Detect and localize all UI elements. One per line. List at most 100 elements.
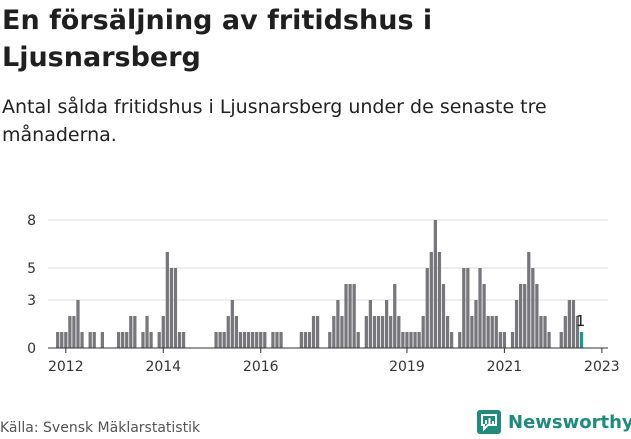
bar xyxy=(575,316,580,348)
bar xyxy=(145,316,149,348)
bar xyxy=(571,300,576,348)
x-tick-label: 2021 xyxy=(487,359,523,375)
bar xyxy=(535,284,539,348)
bar xyxy=(364,316,368,348)
bar xyxy=(279,332,283,348)
bar xyxy=(417,332,421,348)
bar xyxy=(397,316,401,348)
bar xyxy=(449,332,454,348)
bar xyxy=(72,316,76,348)
bar xyxy=(177,332,182,348)
bar xyxy=(246,332,251,348)
bar xyxy=(539,316,543,348)
bar xyxy=(413,332,417,348)
newsworthy-icon xyxy=(477,410,501,434)
bar xyxy=(543,316,547,348)
bar xyxy=(92,332,96,348)
bar xyxy=(348,284,352,348)
bar xyxy=(328,332,332,348)
bar xyxy=(405,332,409,348)
bar xyxy=(169,268,174,348)
bar xyxy=(275,332,279,348)
bar xyxy=(393,284,397,348)
bar xyxy=(401,332,405,348)
bar xyxy=(372,316,377,348)
bar xyxy=(303,332,308,348)
bar xyxy=(218,332,222,348)
bar xyxy=(478,268,482,348)
bar xyxy=(116,332,121,348)
newsworthy-logo[interactable]: Newsworthy xyxy=(476,407,631,437)
bar xyxy=(437,252,442,348)
bar xyxy=(567,300,572,348)
y-tick-label: 3 xyxy=(27,293,36,309)
bar xyxy=(56,332,60,348)
x-tick-label: 2016 xyxy=(243,359,279,375)
bar xyxy=(445,316,450,348)
bar-chart: 0 3 5 8 2012 2014 2016 2019 2021 2023 1 xyxy=(27,213,620,375)
bar xyxy=(523,284,527,348)
bar xyxy=(307,332,312,348)
bar xyxy=(165,252,169,348)
bar xyxy=(238,332,243,348)
bar xyxy=(299,332,303,348)
bar xyxy=(579,332,584,348)
bar xyxy=(222,332,226,348)
bar xyxy=(80,332,84,348)
bar xyxy=(242,332,247,348)
bar xyxy=(315,316,320,348)
bar xyxy=(494,316,498,348)
bar xyxy=(332,316,336,348)
bar xyxy=(531,268,535,348)
bar xyxy=(510,332,515,348)
bar xyxy=(68,316,72,348)
bar xyxy=(129,316,133,348)
last-value-annotation: 1 xyxy=(576,312,586,330)
bar xyxy=(502,332,507,348)
bar xyxy=(336,300,340,348)
bar xyxy=(429,252,433,348)
bar xyxy=(157,332,161,348)
y-tick-label: 5 xyxy=(27,261,36,277)
bar xyxy=(514,300,519,348)
y-tick-label: 0 xyxy=(27,341,36,357)
x-tick-label: 2014 xyxy=(145,359,181,375)
bar xyxy=(230,300,234,348)
bar xyxy=(250,332,255,348)
y-tick-label: 8 xyxy=(27,213,36,229)
bar xyxy=(458,332,462,348)
brand-name: Newsworthy xyxy=(508,411,631,433)
bar xyxy=(563,316,567,348)
bar xyxy=(311,316,316,348)
bar xyxy=(486,316,490,348)
bar xyxy=(498,332,502,348)
bar xyxy=(60,332,64,348)
bar xyxy=(425,268,429,348)
bar xyxy=(141,332,145,348)
bar xyxy=(125,332,129,348)
bar xyxy=(527,252,531,348)
chart-title: En försäljning av fritidshus i Ljusnarsb… xyxy=(2,5,433,73)
bar xyxy=(263,332,267,348)
x-tick-label: 2012 xyxy=(48,359,84,375)
bar xyxy=(88,332,92,348)
bar xyxy=(173,268,178,348)
bar xyxy=(100,332,104,348)
bar xyxy=(466,268,470,348)
bar xyxy=(214,332,218,348)
bar xyxy=(76,300,80,348)
bar xyxy=(226,316,230,348)
bar xyxy=(441,284,446,348)
bar xyxy=(340,316,344,348)
bar xyxy=(259,332,263,348)
bar xyxy=(234,316,238,348)
bar xyxy=(409,332,413,348)
bar xyxy=(352,284,356,348)
bar xyxy=(433,220,437,348)
bar xyxy=(389,316,393,348)
bar xyxy=(421,316,425,348)
bar xyxy=(161,316,165,348)
chart-subtitle: Antal sålda fritidshus i Ljusnarsberg un… xyxy=(2,96,547,146)
x-tick-label: 2023 xyxy=(584,359,620,375)
bar xyxy=(368,300,373,348)
